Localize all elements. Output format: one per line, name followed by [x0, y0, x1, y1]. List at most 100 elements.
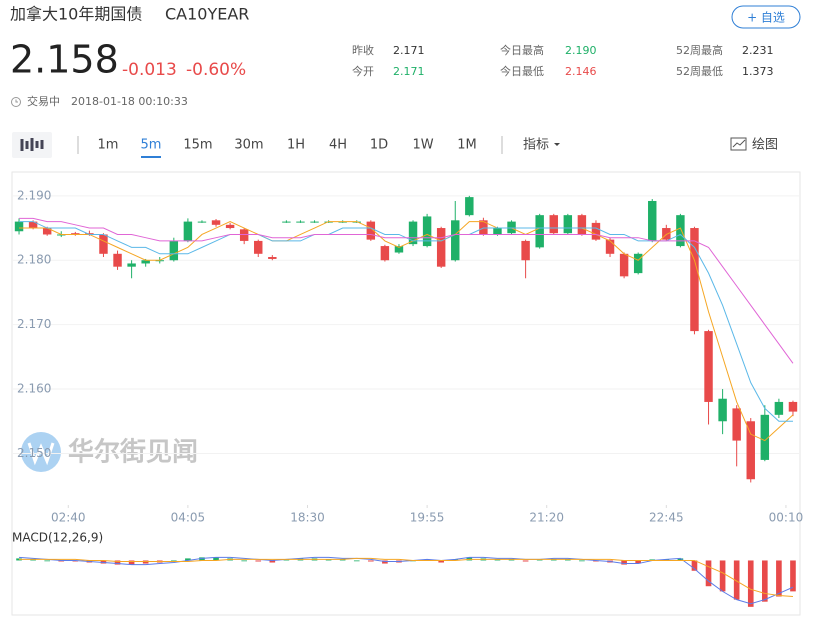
- macd-bar: [424, 559, 430, 561]
- period-tab[interactable]: 4H: [329, 138, 347, 153]
- period-tab[interactable]: 15m: [183, 138, 212, 153]
- candle-body: [718, 398, 727, 422]
- candle-body: [521, 240, 530, 261]
- candle-body: [451, 220, 460, 261]
- macd-bar: [339, 559, 346, 561]
- candle-body: [408, 221, 418, 245]
- candle-body: [141, 260, 150, 264]
- macd-bar: [199, 557, 205, 561]
- candle-body: [746, 421, 755, 480]
- macd-bar: [185, 558, 191, 561]
- instrument-title: 加拿大10年期国债: [10, 5, 142, 24]
- timestamp: 2018-01-18 00:10:33: [71, 95, 188, 108]
- macd-bar: [733, 560, 740, 600]
- period-tab[interactable]: 1m: [98, 138, 119, 153]
- dropdown-arrow[interactable]: [554, 143, 560, 146]
- candle-body: [648, 200, 657, 241]
- moving-average-line: [19, 221, 794, 442]
- macd-bar: [719, 560, 726, 592]
- macd-bar: [776, 560, 782, 597]
- candle-body: [14, 221, 24, 232]
- stat-value: 2.171: [393, 65, 425, 78]
- draw-button[interactable]: 绘图: [752, 138, 778, 153]
- candle-body: [577, 215, 587, 235]
- y-tick-label: 2.190: [17, 188, 51, 202]
- period-tab[interactable]: 1W: [412, 138, 433, 153]
- last-price: 2.158: [10, 38, 119, 82]
- macd-bar: [171, 560, 177, 562]
- chart-frame: [11, 171, 801, 616]
- candle-body: [633, 253, 643, 274]
- period-tab[interactable]: 5m: [141, 138, 162, 153]
- candle-body: [169, 240, 179, 261]
- candle-body: [535, 215, 544, 248]
- candle-icon[interactable]: [20, 138, 44, 151]
- stat-label: 今日最高: [500, 43, 544, 57]
- macd-bar: [16, 558, 22, 561]
- macd-bar: [536, 559, 543, 561]
- draw-icon-line[interactable]: [732, 139, 746, 148]
- x-tick-label: 04:05: [171, 511, 206, 525]
- macd-bar: [705, 560, 712, 587]
- draw-icon[interactable]: [730, 137, 747, 151]
- candle-body: [99, 234, 108, 254]
- macd-bar: [762, 560, 768, 602]
- y-tick-label: 2.160: [17, 382, 51, 396]
- macd-bar: [382, 560, 388, 564]
- macd-bar: [452, 559, 459, 561]
- macd-bar: [649, 559, 656, 561]
- plot: 2.190 2.180 2.170 2.160 2.150 02:40 04:05 18:30…: [12, 188, 803, 607]
- y-tick-label: 2.170: [17, 317, 51, 331]
- macd-bar: [522, 560, 529, 562]
- macd-bar: [368, 560, 374, 562]
- period-tab[interactable]: 1H: [287, 138, 305, 153]
- candle-body: [28, 221, 38, 229]
- macd-bar: [100, 560, 107, 564]
- candle-body: [42, 228, 52, 235]
- candle-body: [676, 215, 685, 247]
- candle-body: [127, 263, 136, 267]
- candle-body: [788, 401, 798, 412]
- stat-label: 52周最低: [676, 65, 723, 78]
- x-tick-label: 22:45: [649, 511, 684, 525]
- macd-bar: [142, 560, 149, 564]
- candle-body: [479, 220, 488, 235]
- macd-bar: [621, 560, 627, 565]
- clock-icon: [11, 97, 21, 107]
- clock-hand: [15, 99, 18, 103]
- candle-body: [71, 233, 80, 235]
- macd-bar: [579, 560, 585, 562]
- macd-bar: [213, 557, 219, 561]
- indicator-menu[interactable]: 指标: [523, 138, 549, 153]
- macd-bar: [466, 557, 473, 561]
- follow-button[interactable]: [731, 5, 801, 29]
- macd-bar: [747, 560, 754, 607]
- candle-body: [422, 216, 432, 247]
- macd-label: MACD(12,26,9): [12, 531, 103, 545]
- candle-body: [465, 197, 474, 216]
- period-tab[interactable]: 1D: [370, 138, 388, 153]
- stat-value: 2.231: [742, 44, 774, 57]
- follow-button-label[interactable]: + 自选: [747, 11, 785, 25]
- candle-body: [619, 253, 629, 277]
- macd-bar: [593, 560, 599, 562]
- stat-value: 2.190: [565, 44, 597, 57]
- x-tick-label: 21:20: [529, 511, 564, 525]
- x-tick-label: 18:30: [290, 511, 325, 525]
- candle-body: [85, 233, 94, 235]
- macd-bar: [663, 559, 670, 561]
- macd-bar: [44, 560, 50, 562]
- watermark-text: 华尔街见闻: [68, 437, 198, 468]
- candle-body: [296, 221, 305, 223]
- candle-body: [690, 228, 699, 332]
- candle-body: [563, 215, 573, 234]
- stat-label: 昨收: [352, 43, 374, 57]
- period-tab[interactable]: 30m: [234, 138, 263, 153]
- period-tab[interactable]: 1M: [457, 138, 477, 153]
- macd-dea-line: [19, 557, 794, 598]
- candle-body: [507, 221, 516, 234]
- stat-label: 今日最低: [500, 64, 544, 78]
- candle-body: [774, 401, 784, 415]
- candle-body: [704, 331, 713, 402]
